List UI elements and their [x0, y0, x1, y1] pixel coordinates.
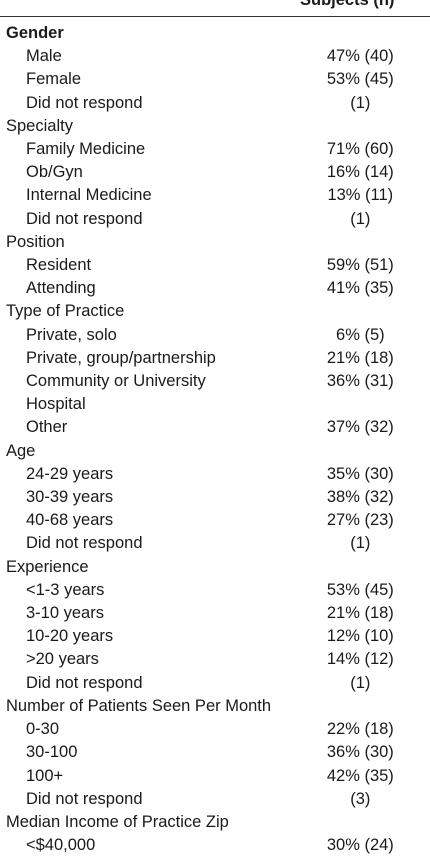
row-value: 12% (10)	[326, 627, 394, 646]
table-row: Community or University Hospital 36% (31)	[0, 370, 430, 416]
table-row: 40-68 years 27% (23)	[0, 509, 430, 532]
row-value: 16% (14)	[326, 163, 394, 182]
row-value: 21% (18)	[326, 348, 394, 367]
row-label: 3-10 years	[26, 604, 104, 623]
table-row: <$40,000 30% (24)	[0, 834, 430, 857]
row-value: 13% (11)	[327, 186, 394, 205]
table-row: 30-39 years 38% (32)	[0, 486, 430, 509]
row-value: 53% (45)	[326, 580, 394, 599]
table-row: 10-20 years 12% (10)	[0, 625, 430, 648]
row-label: Private, group/partnership	[26, 348, 216, 367]
row-value: 36% (30)	[326, 743, 394, 762]
row-label: 40-68 years	[26, 511, 114, 530]
row-label: Other	[26, 418, 68, 437]
row-value: 37% (32)	[326, 418, 394, 437]
row-value: 42% (35)	[326, 766, 394, 785]
row-value: 38% (32)	[326, 488, 394, 507]
row-label: Family Medicine	[26, 140, 146, 159]
table-row: Private, solo 6% (5)	[0, 324, 430, 347]
row-label: Did not respond	[26, 673, 143, 692]
row-label: Attending	[26, 279, 96, 298]
table-row: Private, group/partnership 21% (18)	[0, 347, 430, 370]
row-label: Community or University Hospital	[26, 372, 206, 414]
row-label: 10-20 years	[26, 627, 114, 646]
row-value: 27% (23)	[326, 511, 394, 530]
table-row: Male 47% (40)	[0, 45, 430, 68]
row-label: >20 years	[26, 650, 99, 669]
row-value: 35% (30)	[326, 464, 394, 483]
table-row: Attending 41% (35)	[0, 277, 430, 300]
row-label: 30-39 years	[26, 488, 114, 507]
row-label: 100+	[26, 766, 64, 785]
table-row: Did not respond (1)	[0, 532, 430, 555]
row-label: Female	[26, 70, 82, 89]
row-value: (1)	[350, 93, 371, 112]
section-title: Type of Practice	[6, 302, 125, 321]
section-title: Median Income of Practice Zip	[6, 812, 229, 831]
row-label: Private, solo	[26, 325, 117, 344]
row-label: 0-30	[26, 720, 60, 739]
row-label: Did not respond	[26, 789, 143, 808]
row-value: (1)	[350, 534, 371, 553]
section-title: Experience	[6, 557, 89, 576]
row-value: 71% (60)	[326, 140, 394, 159]
row-value: 6% (5)	[336, 325, 385, 344]
table-row: Other 37% (32)	[0, 416, 430, 439]
table-body: Gender Male 47% (40) Female 53% (45) Did not …	[0, 22, 430, 860]
table-row: Ob/Gyn 16% (14)	[0, 161, 430, 184]
table-row: 100+ 42% (35)	[0, 765, 430, 788]
table-row: 24-29 years 35% (30)	[0, 463, 430, 486]
row-label: <$40,000	[26, 836, 96, 855]
row-value: (1)	[350, 673, 371, 692]
table-row: Did not respond (3)	[0, 788, 430, 811]
row-label: Ob/Gyn	[26, 163, 83, 182]
row-value: 59% (51)	[326, 256, 394, 275]
table-row: Did not respond (1)	[0, 208, 430, 231]
row-label: 24-29 years	[26, 464, 114, 483]
row-label: Did not respond	[26, 209, 143, 228]
row-label: Male	[26, 47, 62, 66]
table-row: >20 years 14% (12)	[0, 648, 430, 671]
row-value: 36% (31)	[326, 372, 394, 391]
table-header: Subjects (n)	[0, 0, 430, 17]
table-row: Did not respond (1)	[0, 672, 430, 695]
row-value: 41% (35)	[326, 279, 394, 298]
row-label: Internal Medicine	[26, 186, 152, 205]
table-row: 30-100 36% (30)	[0, 741, 430, 764]
row-label: Did not respond	[26, 534, 143, 553]
table-row: <1-3 years 53% (45)	[0, 579, 430, 602]
row-label: Resident	[26, 256, 92, 275]
table-row: 3-10 years 21% (18)	[0, 602, 430, 625]
row-value: 30% (24)	[326, 836, 394, 855]
table-row: 0-30 22% (18)	[0, 718, 430, 741]
section-title: Position	[6, 232, 65, 251]
column-header: Subjects (n)	[300, 0, 395, 9]
row-value: 47% (40)	[326, 47, 394, 66]
row-value: (1)	[350, 209, 371, 228]
row-value: (3)	[350, 789, 371, 808]
row-value: 14% (12)	[326, 650, 394, 669]
row-value: 21% (18)	[326, 604, 394, 623]
section-title: Gender	[6, 24, 64, 42]
section-title: Age	[6, 441, 36, 460]
row-value: 53% (45)	[326, 70, 394, 89]
row-value: 22% (18)	[326, 720, 394, 739]
row-label: Did not respond	[26, 93, 143, 112]
row-label: <1-3 years	[26, 580, 105, 599]
section-title: Specialty	[6, 116, 73, 135]
table-row: Female 53% (45)	[0, 68, 430, 91]
table-row: Internal Medicine 13% (11)	[0, 184, 430, 207]
table-row: Resident 59% (51)	[0, 254, 430, 277]
table-row: Family Medicine 71% (60)	[0, 138, 430, 161]
table-row: Did not respond (1)	[0, 92, 430, 115]
section-title: Number of Patients Seen Per Month	[6, 696, 272, 715]
row-label: 30-100	[26, 743, 78, 762]
